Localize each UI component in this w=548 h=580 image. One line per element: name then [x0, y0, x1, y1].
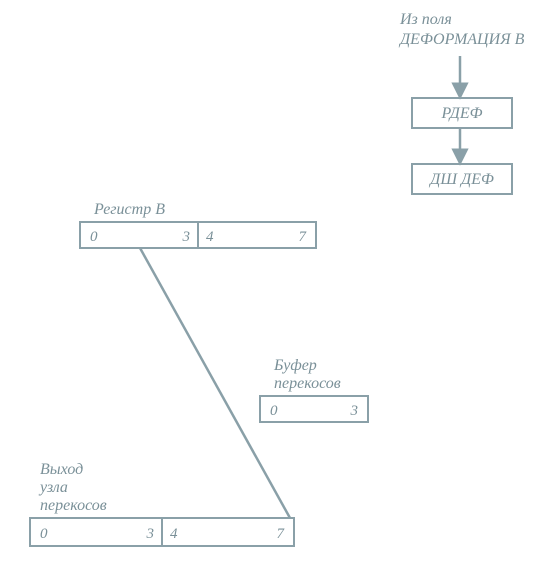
- out-d4: 4: [170, 526, 178, 542]
- regb-d0: 0: [90, 229, 98, 245]
- source-label-1: Из поля: [399, 11, 452, 28]
- output-title-3: перекосов: [40, 497, 107, 514]
- regb-d3: 3: [182, 229, 191, 245]
- line-regb-diag: [140, 248, 290, 518]
- register-b-title: Регистр В: [93, 201, 165, 218]
- output-title-1: Выход: [40, 461, 83, 478]
- dshdef-label: ДШ ДЕФ: [428, 171, 494, 188]
- out-d7: 7: [277, 526, 286, 542]
- output-title-2: узла: [38, 479, 68, 496]
- buf-d0: 0: [270, 403, 278, 419]
- out-d0: 0: [40, 526, 48, 542]
- out-d3: 3: [146, 526, 155, 542]
- buffer-title-2: перекосов: [274, 375, 341, 392]
- regb-d4: 4: [206, 229, 214, 245]
- buffer-title-1: Буфер: [273, 357, 317, 374]
- rdef-label: РДЕФ: [440, 105, 482, 122]
- buf-d3: 3: [350, 403, 359, 419]
- source-label-2: ДЕФОРМАЦИЯ В: [398, 31, 525, 48]
- regb-d7: 7: [299, 229, 308, 245]
